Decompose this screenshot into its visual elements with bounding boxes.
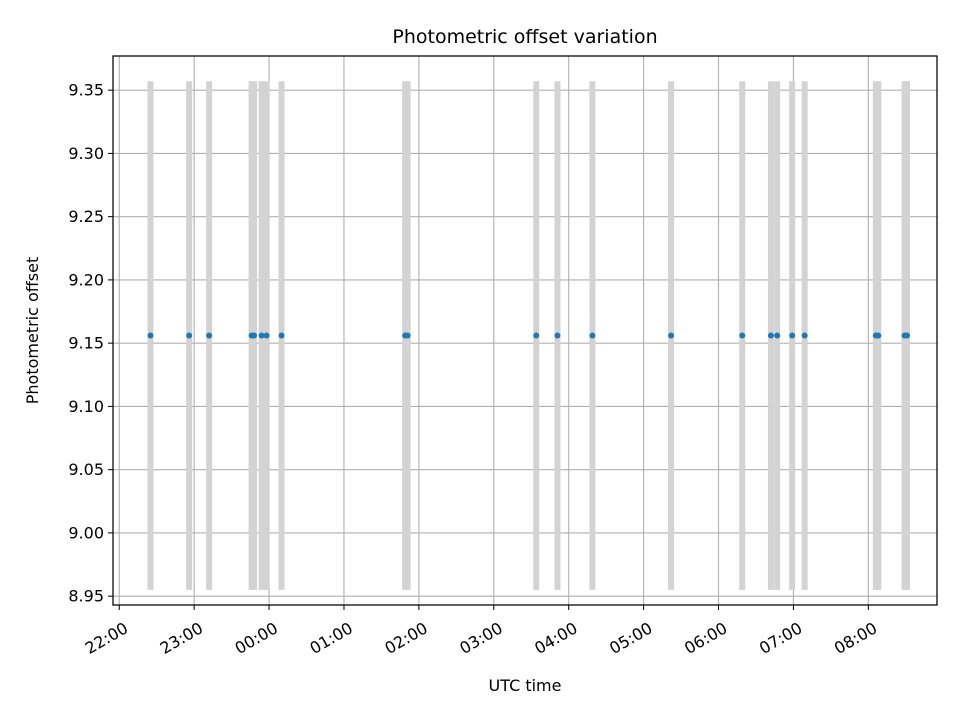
data-point bbox=[904, 332, 911, 339]
data-point bbox=[258, 332, 265, 339]
data-point bbox=[589, 332, 596, 339]
y-tick-label: 9.30 bbox=[68, 144, 104, 163]
data-point bbox=[774, 332, 781, 339]
chart-title: Photometric offset variation bbox=[392, 26, 657, 48]
data-point bbox=[404, 332, 411, 339]
data-point bbox=[278, 332, 285, 339]
y-tick-label: 9.10 bbox=[68, 397, 104, 416]
data-point bbox=[251, 332, 258, 339]
data-point bbox=[206, 332, 213, 339]
y-tick-label: 9.00 bbox=[68, 523, 104, 542]
plot-frame bbox=[112, 55, 938, 606]
data-point bbox=[186, 332, 193, 339]
y-tick-label: 9.15 bbox=[68, 334, 104, 353]
x-axis-label: UTC time bbox=[489, 676, 562, 695]
data-point bbox=[263, 332, 270, 339]
y-tick-label: 8.95 bbox=[68, 587, 104, 606]
data-point bbox=[554, 332, 561, 339]
data-point bbox=[668, 332, 675, 339]
y-axis-ticks: 8.95 9.00 9.05 9.10 9.15 9.20 9.25 9.30 9.35 bbox=[68, 81, 113, 606]
data-point bbox=[875, 332, 882, 339]
y-axis-label: Photometric offset bbox=[23, 257, 42, 405]
data-point bbox=[533, 332, 540, 339]
y-tick-label: 9.35 bbox=[68, 81, 104, 100]
y-tick-label: 9.25 bbox=[68, 207, 104, 226]
data-points bbox=[147, 332, 911, 339]
data-point bbox=[801, 332, 808, 339]
y-tick-label: 9.05 bbox=[68, 460, 104, 479]
y-tick-label: 9.20 bbox=[68, 270, 104, 289]
data-point bbox=[789, 332, 796, 339]
data-point bbox=[767, 332, 774, 339]
data-point bbox=[739, 332, 746, 339]
data-point bbox=[147, 332, 154, 339]
grid bbox=[113, 56, 937, 605]
